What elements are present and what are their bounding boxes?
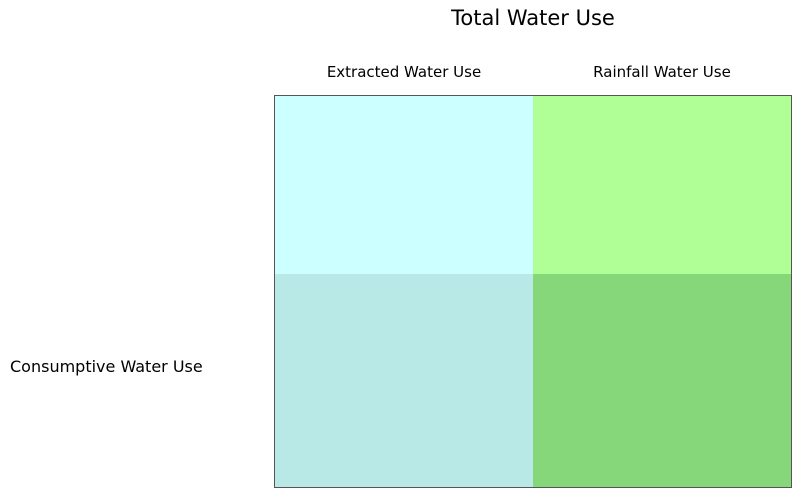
cell-extracted-total xyxy=(275,96,533,274)
cell-rainfall-total xyxy=(533,96,791,274)
cell-rainfall-consumptive xyxy=(533,274,791,487)
cell-extracted-consumptive xyxy=(275,274,533,487)
diagram-title: Total Water Use xyxy=(451,6,615,30)
column-header-rainfall: Rainfall Water Use xyxy=(593,63,731,81)
row-label-consumptive: Consumptive Water Use xyxy=(10,357,203,376)
column-header-extracted: Extracted Water Use xyxy=(326,63,482,81)
water-use-matrix xyxy=(274,95,792,488)
